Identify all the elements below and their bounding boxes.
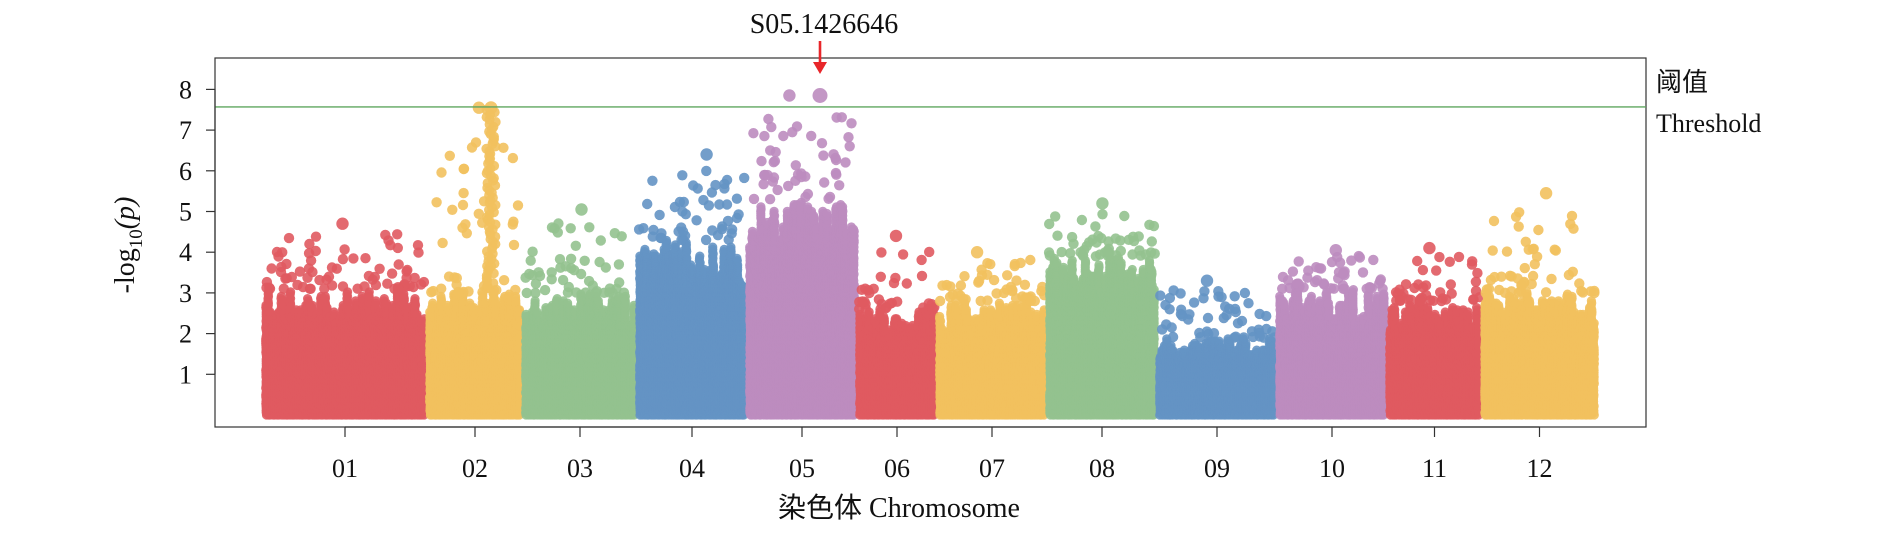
snp-point — [283, 232, 295, 244]
snp-point — [326, 262, 338, 273]
snp-point — [370, 279, 382, 291]
snp-point — [348, 253, 359, 264]
snp-point — [273, 251, 284, 262]
snp-point — [415, 279, 427, 290]
snp-point — [371, 296, 381, 306]
snp-point — [374, 263, 385, 274]
snp-point — [266, 263, 277, 274]
snp-point — [386, 268, 398, 279]
snp-point — [360, 253, 371, 264]
snp-point — [392, 283, 404, 294]
snp-point — [385, 240, 396, 251]
peak-point — [336, 217, 349, 230]
snp-point — [410, 294, 420, 304]
snp-point — [329, 307, 339, 317]
snp-point — [319, 283, 330, 294]
snp-point — [337, 281, 349, 292]
snp-point — [305, 255, 317, 266]
snp-point — [286, 271, 297, 283]
snp-point — [337, 254, 349, 265]
snp-point — [302, 272, 313, 283]
data-points — [261, 88, 1600, 420]
snp-point — [393, 259, 404, 270]
snp-point — [339, 244, 350, 255]
snp-point — [402, 264, 413, 276]
snp-point — [413, 247, 424, 258]
snp-point — [307, 300, 317, 310]
snp-point — [392, 229, 403, 240]
snp-point — [278, 283, 289, 294]
snp-point — [359, 281, 370, 292]
snp-point — [281, 258, 292, 270]
snp-point — [380, 229, 391, 241]
snp-point — [264, 283, 276, 294]
snp-point — [304, 283, 316, 294]
